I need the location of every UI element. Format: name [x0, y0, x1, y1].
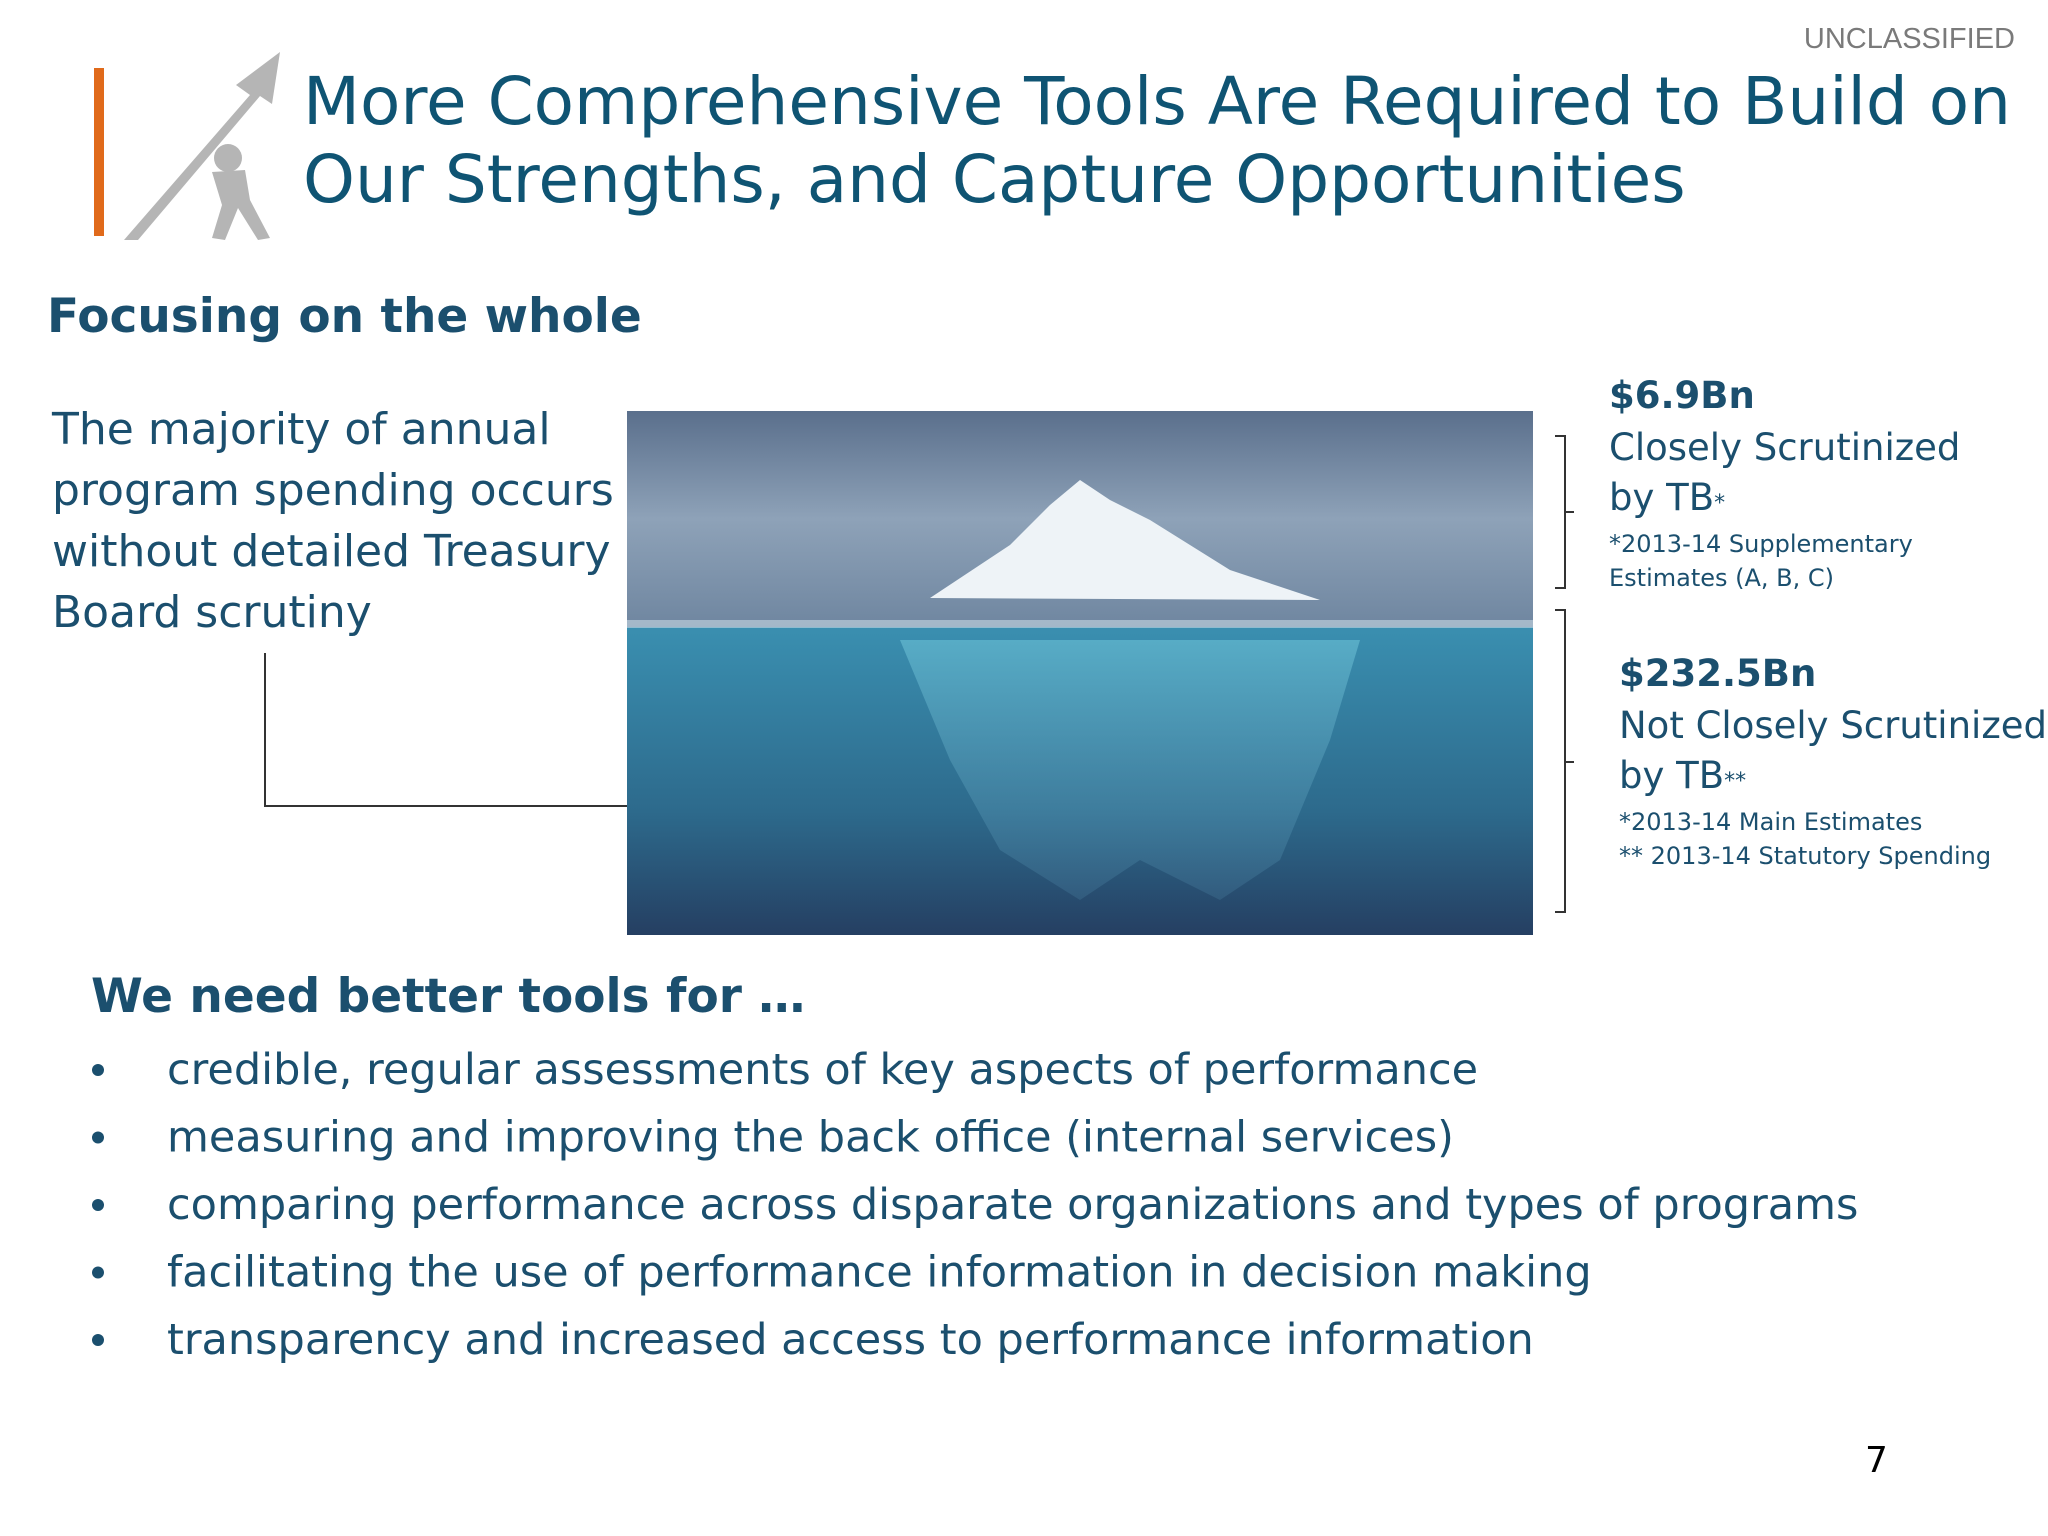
bullet-item: credible, regular assessments of key asp… [167, 1045, 1478, 1095]
bullet-item: measuring and improving the back office … [167, 1113, 1454, 1163]
bullet-item: comparing performance across disparate o… [167, 1180, 1858, 1230]
connector [264, 653, 627, 807]
label-line: by TB* [1609, 476, 1725, 519]
label-line: Closely Scrutinized [1609, 426, 1960, 469]
footnote: *2013-14 Supplementary [1609, 530, 1913, 558]
accent-bar [94, 68, 104, 236]
callout-line: Board scrutiny [52, 587, 372, 638]
logo-figure [124, 52, 280, 240]
brackets [1555, 435, 1574, 913]
bullet [92, 1334, 104, 1346]
callout-line: The majority of annual [51, 404, 551, 455]
title-line: Our Strengths, and Capture Opportunities [303, 141, 1686, 218]
bullet [92, 1199, 104, 1211]
callout-line: program spending occurs [52, 465, 614, 516]
bullet [92, 1131, 104, 1144]
label-text: Closely Scrutinized [1609, 426, 1960, 469]
callout-line: without detailed Treasury [52, 526, 611, 577]
bullet-item: facilitating the use of performance info… [167, 1248, 1592, 1298]
title-line: More Comprehensive Tools Are Required to… [303, 63, 2011, 140]
footnote-mark: ** [1724, 769, 1746, 794]
bullet [92, 1064, 104, 1076]
footnote: Estimates (A, B, C) [1609, 564, 1834, 592]
classification: UNCLASSIFIED [1804, 23, 2015, 55]
subtitle: Focusing on the whole [47, 289, 642, 344]
amount: $6.9Bn [1609, 374, 1755, 417]
needs-heading: We need better tools for … [91, 969, 805, 1024]
label-text: Not Closely Scrutinized [1619, 704, 2047, 747]
iceberg-image [627, 411, 1533, 935]
label-text: by TB [1609, 476, 1714, 519]
footnote: *2013-14 Main Estimates [1619, 808, 1922, 836]
footnote: ** 2013-14 Statutory Spending [1619, 842, 1991, 870]
amount: $232.5Bn [1619, 652, 1816, 695]
footnote-mark: * [1714, 491, 1725, 516]
bullet-item: transparency and increased access to per… [167, 1315, 1534, 1365]
label-line: by TB** [1619, 754, 1746, 797]
label-line: Not Closely Scrutinized [1619, 704, 2047, 747]
label-text: by TB [1619, 754, 1724, 797]
page-number: 7 [1865, 1440, 1888, 1481]
bullet [92, 1266, 104, 1279]
